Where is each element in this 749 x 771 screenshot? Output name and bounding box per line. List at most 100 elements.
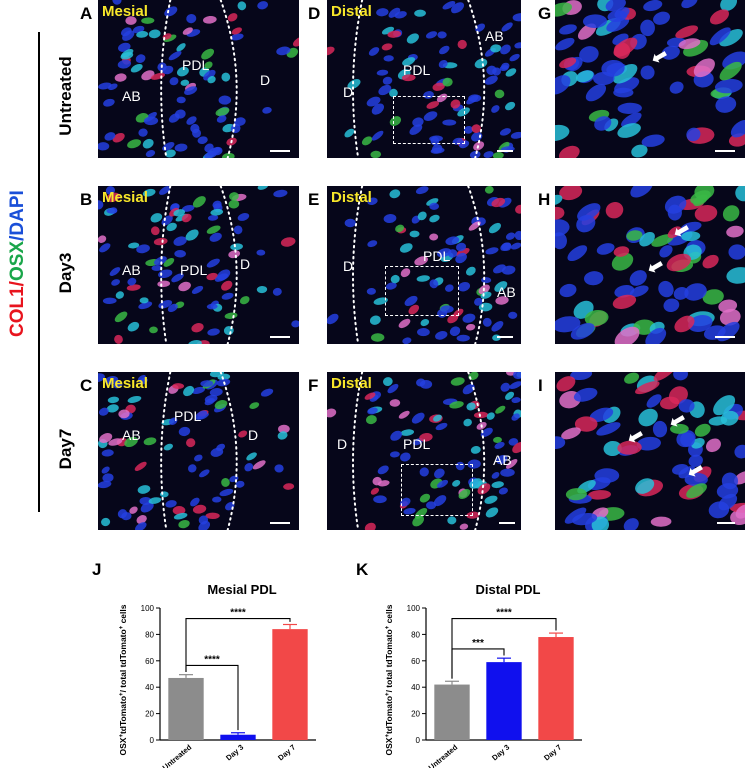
cell-nucleus <box>260 388 274 397</box>
cell-nucleus <box>612 294 637 309</box>
cell-nucleus <box>515 204 521 214</box>
tissue-boundary <box>352 186 364 344</box>
cell-nucleus <box>367 407 378 415</box>
cell-nucleus <box>626 230 643 241</box>
cell-nucleus <box>437 31 447 39</box>
cell-nucleus <box>129 506 138 514</box>
cell-nucleus <box>722 205 740 222</box>
row-label-untreated: Untreated <box>56 56 75 136</box>
cell-nucleus <box>491 481 504 489</box>
cell-nucleus <box>511 397 521 404</box>
cell-nucleus <box>491 472 500 479</box>
cell-nucleus <box>416 275 430 282</box>
cell-nucleus <box>596 422 621 436</box>
cell-nucleus <box>565 488 587 501</box>
cell-nucleus <box>291 320 299 328</box>
cell-nucleus <box>584 271 604 286</box>
cell-nucleus <box>495 405 506 414</box>
cell-nucleus <box>165 500 177 508</box>
cell-nucleus <box>367 240 378 248</box>
cell-nucleus <box>458 281 471 292</box>
cell-nucleus <box>130 63 143 73</box>
cell-nucleus <box>135 54 146 63</box>
stain-legend: COL1/OSX/DAPI <box>7 187 31 337</box>
cell-nucleus <box>103 98 115 107</box>
cell-nucleus <box>442 119 457 126</box>
cell-nucleus <box>228 250 241 259</box>
cell-nucleus <box>221 72 231 82</box>
cell-nucleus <box>473 411 489 419</box>
cell-nucleus <box>136 31 149 38</box>
cell-nucleus <box>673 372 688 381</box>
cell-nucleus <box>201 48 215 60</box>
cell-nucleus <box>117 59 132 69</box>
scale-bar <box>499 522 515 524</box>
cell-nucleus <box>463 418 472 427</box>
micrograph-texture <box>98 0 299 158</box>
cell-nucleus <box>127 395 142 403</box>
cell-nucleus <box>715 96 737 113</box>
cell-nucleus <box>640 65 655 80</box>
cell-nucleus <box>718 299 738 313</box>
cell-nucleus <box>398 410 410 419</box>
cell-nucleus <box>429 233 439 241</box>
cell-nucleus <box>450 377 465 386</box>
panel-tag: Mesial <box>102 189 148 206</box>
y-tick-label: 0 <box>150 736 155 745</box>
cell-nucleus <box>491 321 504 332</box>
row-label-day3: Day3 <box>56 252 75 294</box>
cell-nucleus <box>678 399 695 413</box>
cell-nucleus <box>470 446 481 454</box>
cell-nucleus <box>505 101 516 111</box>
cell-nucleus <box>726 225 744 238</box>
cell-nucleus <box>143 437 157 446</box>
cell-nucleus <box>238 430 248 438</box>
cell-nucleus <box>272 287 282 296</box>
cell-nucleus <box>143 116 159 126</box>
cell-nucleus <box>652 420 668 438</box>
cell-nucleus <box>409 124 423 135</box>
cell-nucleus <box>579 46 599 63</box>
cell-nucleus <box>404 295 418 307</box>
x-tick-label: Untreated <box>161 742 194 768</box>
scale-bar <box>270 150 290 152</box>
y-tick-label: 100 <box>407 604 421 613</box>
panel-letter-d: D <box>308 4 321 23</box>
micrograph-texture <box>98 186 299 344</box>
cell-nucleus <box>206 225 221 234</box>
cell-nucleus <box>484 495 498 504</box>
cell-nucleus <box>372 476 382 486</box>
cell-nucleus <box>207 328 220 336</box>
tissue-boundary <box>352 372 364 530</box>
cell-nucleus <box>277 431 288 440</box>
cell-nucleus <box>135 522 147 530</box>
micrograph-i: ⬅ ⬅ ⬅ <box>555 372 745 530</box>
cell-nucleus <box>612 64 638 84</box>
cell-nucleus <box>224 312 238 319</box>
cell-nucleus <box>559 24 577 35</box>
cell-nucleus <box>164 6 178 17</box>
cell-nucleus <box>426 198 439 206</box>
significance-label: **** <box>204 654 220 665</box>
panel-letter-i: I <box>538 376 543 395</box>
cell-nucleus <box>605 202 624 219</box>
cell-nucleus <box>206 303 218 310</box>
cell-nucleus <box>505 232 516 240</box>
cell-nucleus <box>235 480 245 488</box>
cell-nucleus <box>617 123 641 138</box>
y-tick-label: 20 <box>145 710 154 719</box>
cell-nucleus <box>494 89 505 99</box>
cell-nucleus <box>205 512 220 520</box>
cell-nucleus <box>555 206 565 220</box>
cell-nucleus <box>477 483 491 495</box>
tissue-label-pdl: PDL <box>403 436 431 452</box>
cell-nucleus <box>364 522 376 530</box>
cell-nucleus <box>138 128 148 137</box>
cell-nucleus <box>99 243 111 253</box>
cell-nucleus <box>389 189 401 199</box>
cell-nucleus <box>646 394 662 408</box>
y-axis-label: OSX+tdTomato+/ total tdTomato+ cells <box>384 604 394 755</box>
cell-nucleus <box>498 487 508 495</box>
cell-nucleus <box>485 507 499 518</box>
cell-nucleus <box>555 436 566 449</box>
